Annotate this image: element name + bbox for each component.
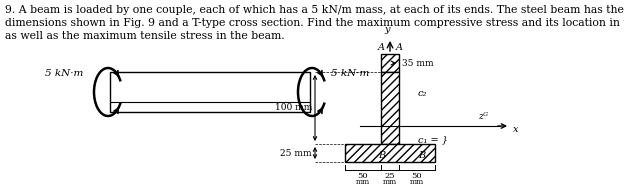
Text: A: A [396,43,402,52]
Bar [381,54,399,72]
Text: 50: 50 [412,172,422,180]
Text: B: B [378,151,385,160]
Text: 35 mm: 35 mm [402,59,434,67]
Text: 25 mm: 25 mm [280,149,312,158]
Text: 9. A beam is loaded by one couple, each of which has a 5 kN/m mass, at each of i: 9. A beam is loaded by one couple, each … [5,5,624,41]
Text: B: B [418,151,425,160]
Text: zᴳ: zᴳ [478,112,488,121]
Text: A: A [378,43,384,52]
Bar [345,144,435,162]
Bar [381,72,399,144]
Text: c₁ = }: c₁ = } [418,135,448,145]
Text: mm: mm [410,178,424,186]
Text: y: y [384,25,390,34]
Bar [110,72,310,112]
Text: 100 mm: 100 mm [275,104,312,112]
Text: mm: mm [383,178,397,186]
Text: c₂: c₂ [418,89,427,98]
Text: x: x [513,126,519,135]
Text: 5 kN·m: 5 kN·m [331,70,369,78]
Text: 50: 50 [358,172,368,180]
Text: mm: mm [356,178,370,186]
Text: 25: 25 [384,172,396,180]
Text: 5 kN·m: 5 kN·m [45,70,83,78]
